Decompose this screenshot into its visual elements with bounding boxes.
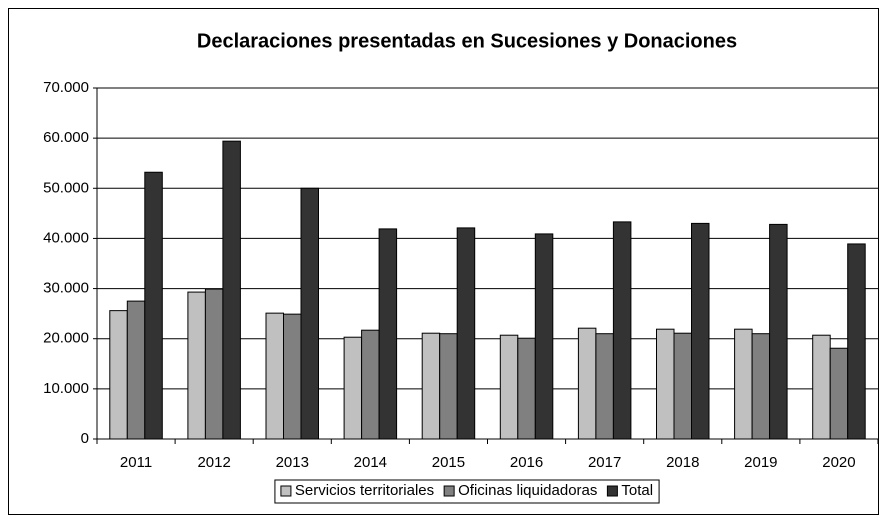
y-tick-label: 30.000 <box>43 280 89 297</box>
bar <box>534 233 554 440</box>
bar <box>577 327 597 440</box>
bar <box>829 347 849 440</box>
y-tick-label: 40.000 <box>43 229 89 246</box>
bar <box>126 300 146 440</box>
bar <box>361 329 380 440</box>
bar <box>421 332 441 440</box>
legend <box>274 479 660 504</box>
bar <box>612 221 632 440</box>
legend-swatch <box>280 485 292 497</box>
bar <box>734 328 753 440</box>
x-tick-label: 2014 <box>354 454 387 471</box>
y-tick-label: 60.000 <box>43 129 89 146</box>
legend-swatch <box>443 485 455 497</box>
bar <box>187 291 206 440</box>
x-tick-label: 2018 <box>666 454 699 471</box>
x-tick-label: 2017 <box>588 454 621 471</box>
y-tick-label: 70.000 <box>43 79 89 96</box>
y-tick-label: 0 <box>81 430 89 447</box>
bar <box>499 334 519 440</box>
bar <box>769 223 788 440</box>
bar <box>751 333 771 440</box>
bar <box>222 140 241 440</box>
bar <box>204 288 224 440</box>
x-tick-label: 2019 <box>744 454 777 471</box>
bar <box>847 243 866 440</box>
chart-title: Declaraciones presentadas en Sucesiones … <box>197 30 737 52</box>
bar <box>595 333 614 440</box>
x-tick-label: 2016 <box>510 454 543 471</box>
bar <box>265 312 284 440</box>
y-tick-label: 20.000 <box>43 330 89 347</box>
legend-label: Total <box>621 482 653 499</box>
y-tick-label: 10.000 <box>43 380 89 397</box>
bar <box>812 334 831 440</box>
legend-label: Servicios territoriales <box>295 482 434 499</box>
bar <box>439 333 458 440</box>
bar <box>144 171 163 440</box>
x-tick-label: 2020 <box>822 454 855 471</box>
bar <box>456 227 476 440</box>
bar <box>283 313 302 440</box>
bar <box>300 187 319 440</box>
bar <box>656 328 675 440</box>
x-tick-label: 2015 <box>432 454 465 471</box>
x-tick-label: 2011 <box>120 454 152 471</box>
bar <box>343 336 363 440</box>
bar <box>673 332 692 440</box>
legend-label: Oficinas liquidadoras <box>458 482 597 499</box>
bar <box>517 337 536 440</box>
bar <box>691 222 710 440</box>
legend-swatch <box>606 485 618 497</box>
x-tick-label: 2012 <box>197 454 230 471</box>
x-tick-label: 2013 <box>276 454 309 471</box>
bar <box>109 310 128 440</box>
y-tick-label: 50.000 <box>43 179 89 196</box>
bar <box>378 228 398 440</box>
